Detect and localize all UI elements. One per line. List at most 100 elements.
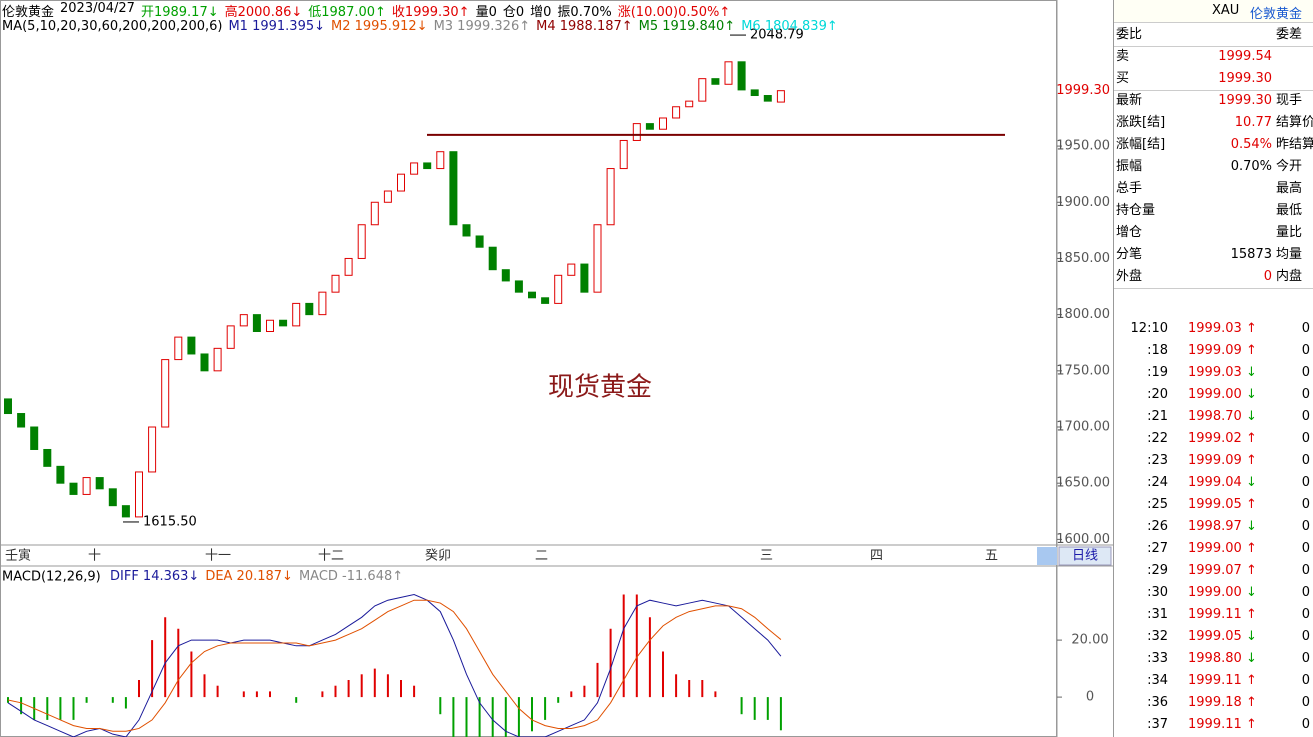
scroll-thumb[interactable] bbox=[1037, 547, 1057, 565]
macd-dea bbox=[7, 599, 782, 732]
y-tick-label: 0 bbox=[1086, 690, 1094, 705]
candle-body bbox=[370, 201, 379, 226]
tick-row: :24 1999.04 ↓ 0 bbox=[1114, 472, 1313, 494]
header-item: M1 1991.395↓ bbox=[228, 19, 326, 34]
candle-body bbox=[659, 117, 667, 130]
quote-label: 持仓量 bbox=[1116, 203, 1156, 218]
candle-body bbox=[344, 257, 353, 276]
y-tick-label: 1700.00 bbox=[1056, 420, 1110, 435]
tick-vol: 0 bbox=[1301, 475, 1310, 490]
quote-row: 委比 委差 bbox=[1114, 24, 1313, 47]
tick-price: 1999.00 bbox=[1188, 585, 1242, 600]
quote-label: 涨幅[结] bbox=[1116, 137, 1166, 152]
tick-time: :34 bbox=[1147, 673, 1168, 688]
header-item: DEA 20.187↓ bbox=[205, 569, 293, 584]
x-label: 十一 bbox=[205, 549, 231, 564]
candle-body bbox=[252, 314, 261, 332]
quote-label2: 现手 bbox=[1276, 93, 1303, 108]
tick-row: :37 1999.11 ↑ 0 bbox=[1114, 714, 1313, 736]
candle-body bbox=[528, 291, 536, 299]
y-tick-label: 1600.00 bbox=[1056, 532, 1110, 547]
y-tick-label: 1950.00 bbox=[1056, 139, 1110, 154]
quote-label2: 量比 bbox=[1276, 225, 1303, 240]
quote-label2: 均量 bbox=[1276, 247, 1303, 262]
candle-body bbox=[17, 413, 26, 428]
tick-price: 1999.09 bbox=[1188, 453, 1242, 468]
macd-diff bbox=[7, 593, 782, 737]
candle-body bbox=[632, 123, 641, 141]
candle-body bbox=[685, 100, 694, 108]
candle-body bbox=[95, 477, 104, 490]
quote-label: 分笔 bbox=[1116, 247, 1143, 262]
tick-dir: ↓ bbox=[1246, 585, 1257, 600]
header-item: 2023/04/27 bbox=[60, 1, 135, 16]
header-item: 收1999.30↑ bbox=[391, 5, 470, 20]
tick-price: 1999.09 bbox=[1188, 343, 1242, 358]
tick-vol: 0 bbox=[1301, 695, 1310, 710]
tick-vol: 0 bbox=[1301, 453, 1310, 468]
candle-body bbox=[318, 291, 327, 316]
tick-dir: ↑ bbox=[1246, 563, 1257, 578]
tick-row: :32 1999.05 ↓ 0 bbox=[1114, 626, 1313, 648]
candle-body bbox=[148, 426, 157, 473]
candle-body bbox=[541, 297, 550, 304]
candle-body bbox=[43, 448, 52, 467]
quote-value: 1999.30 bbox=[1218, 71, 1272, 86]
quote-row: 持仓量 最低 bbox=[1114, 200, 1313, 222]
tick-row: :19 1999.03 ↓ 0 bbox=[1114, 362, 1313, 384]
quote-label2: 昨结算 bbox=[1276, 137, 1313, 152]
candle-body bbox=[239, 314, 248, 327]
tick-time: :31 bbox=[1147, 607, 1168, 622]
tick-dir: ↓ bbox=[1246, 651, 1257, 666]
tick-dir: ↑ bbox=[1246, 431, 1257, 446]
tick-price: 1999.04 bbox=[1188, 475, 1242, 490]
tick-dir: ↑ bbox=[1246, 453, 1257, 468]
tick-row: :23 1999.09 ↑ 0 bbox=[1114, 450, 1313, 472]
tick-price: 1999.02 bbox=[1188, 431, 1242, 446]
period-label: 日线 bbox=[1072, 549, 1098, 564]
candle-body bbox=[606, 168, 615, 226]
candle-body bbox=[397, 173, 405, 192]
quote-row: 最新 1999.30 现手 bbox=[1114, 90, 1313, 112]
annotation: 2048.79 bbox=[750, 28, 804, 43]
candle-body bbox=[331, 274, 340, 293]
tick-row: 12:10 1999.03 ↑ 0 bbox=[1114, 318, 1313, 340]
tick-time: :24 bbox=[1147, 475, 1168, 490]
quote-label2: 结算价 bbox=[1276, 115, 1313, 130]
quote-row: 增仓 量比 bbox=[1114, 222, 1313, 244]
candle-body bbox=[161, 359, 170, 428]
tick-time: :32 bbox=[1147, 629, 1168, 644]
candle-body bbox=[213, 347, 222, 372]
header-item: 振0.70% bbox=[557, 5, 612, 20]
period-button[interactable] bbox=[1058, 546, 1112, 566]
tick-price: 1999.11 bbox=[1188, 607, 1242, 622]
header-item: M2 1995.912↓ bbox=[331, 19, 428, 34]
tick-dir: ↑ bbox=[1246, 717, 1257, 732]
tick-dir: ↑ bbox=[1246, 673, 1257, 688]
candle-body bbox=[475, 235, 484, 248]
candle-body bbox=[724, 61, 733, 85]
quote-label: 总手 bbox=[1116, 181, 1143, 196]
candle-body bbox=[750, 89, 759, 97]
tick-vol: 0 bbox=[1301, 321, 1310, 336]
tick-row: :27 1999.00 ↑ 0 bbox=[1114, 538, 1313, 560]
quote-row: 振幅 0.70% 今开 bbox=[1114, 156, 1313, 178]
candle-body bbox=[279, 319, 288, 327]
quote-row: 买 1999.30 bbox=[1114, 68, 1313, 91]
header-item: M5 1919.840↑ bbox=[638, 19, 736, 34]
tick-dir: ↓ bbox=[1246, 365, 1257, 380]
quote-row: 涨幅[结] 0.54% 昨结算 bbox=[1114, 134, 1313, 156]
tick-vol: 0 bbox=[1301, 365, 1310, 380]
tick-price: 1999.03 bbox=[1188, 321, 1242, 336]
candle-body bbox=[449, 151, 458, 226]
header-item: 增0 bbox=[530, 5, 552, 20]
y-tick-label: 1850.00 bbox=[1056, 251, 1110, 266]
tick-price: 1999.00 bbox=[1188, 541, 1242, 556]
tick-row: :22 1999.02 ↑ 0 bbox=[1114, 428, 1313, 450]
tick-row: :36 1999.18 ↑ 0 bbox=[1114, 692, 1313, 714]
tick-vol: 0 bbox=[1301, 541, 1310, 556]
candle-body bbox=[187, 336, 196, 355]
watermark: 现货黄金 bbox=[548, 373, 652, 403]
quote-row: 卖 1999.54 bbox=[1114, 46, 1313, 68]
tick-vol: 0 bbox=[1301, 563, 1310, 578]
